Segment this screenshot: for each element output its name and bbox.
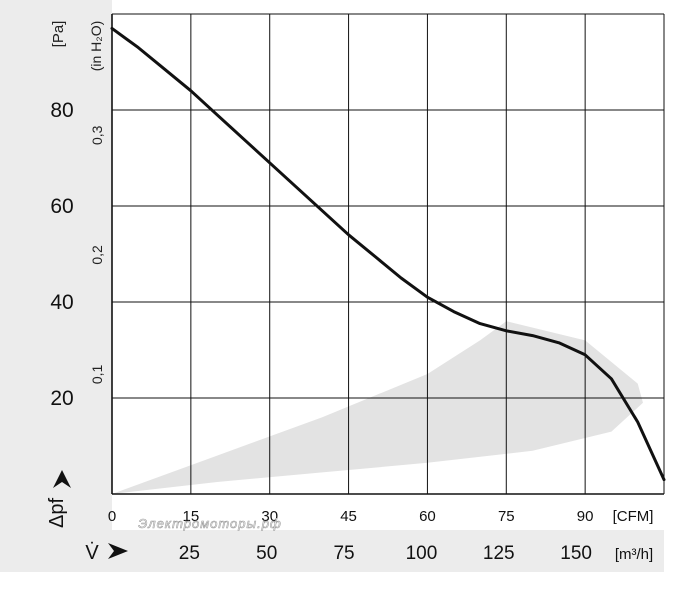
y-tick-label-inh2o: 0,1	[89, 364, 105, 384]
x-tick-label-cfm: 90	[577, 508, 594, 525]
left-axis-band	[0, 0, 112, 572]
gridlines	[112, 13, 665, 494]
y-tick-label-pa: 20	[50, 387, 73, 410]
y-tick-label-inh2o: 0,3	[89, 125, 105, 145]
watermark: Электромоторы.рф	[138, 516, 282, 531]
pressure-curve	[110, 26, 666, 482]
y-tick-label-pa: 40	[50, 291, 73, 314]
x-tick-label-cfm: 60	[419, 508, 436, 525]
x-tick-label-m3h: 125	[483, 543, 515, 564]
y-tick-label-pa: 80	[50, 99, 73, 122]
operating-region-shape	[112, 321, 643, 494]
x-axis-arrow-icon	[108, 543, 128, 559]
x-tick-label-m3h: 75	[333, 543, 354, 564]
x-tick-label-cfm: 0	[108, 508, 116, 525]
tick-labels: 0 15 30 45 60 75 90 25 50 75 100 125 150 20 40 60 80 0,1 0…	[50, 99, 593, 564]
x-tick-label-cfm: 45	[340, 508, 357, 525]
y-axis-symbol: Δpf	[46, 498, 68, 528]
operating-region	[112, 321, 643, 494]
y-axis-unit-pa: [Pa]	[50, 21, 67, 48]
x-tick-label-cfm: 30	[261, 508, 278, 525]
x-axis-unit-m3h: [m³/h]	[615, 546, 653, 563]
x-axis-symbol: V̇	[85, 542, 99, 564]
y-tick-label-inh2o: 0,2	[89, 245, 105, 265]
y-axis-unit-inh2o: (in H₂O)	[88, 21, 104, 72]
x-tick-label-m3h: 25	[179, 543, 200, 564]
x-tick-label-m3h: 150	[560, 543, 592, 564]
series-lines	[110, 26, 666, 482]
x-tick-label-m3h: 50	[256, 543, 277, 564]
x-axis-unit-cfm: [CFM]	[613, 508, 654, 525]
y-axis-arrow-icon	[53, 470, 71, 488]
x-tick-label-cfm: 15	[183, 508, 200, 525]
x-tick-label-cfm: 75	[498, 508, 515, 525]
y-tick-label-pa: 60	[50, 195, 73, 218]
x-tick-label-m3h: 100	[406, 543, 438, 564]
cfm-tick-row	[112, 494, 664, 530]
